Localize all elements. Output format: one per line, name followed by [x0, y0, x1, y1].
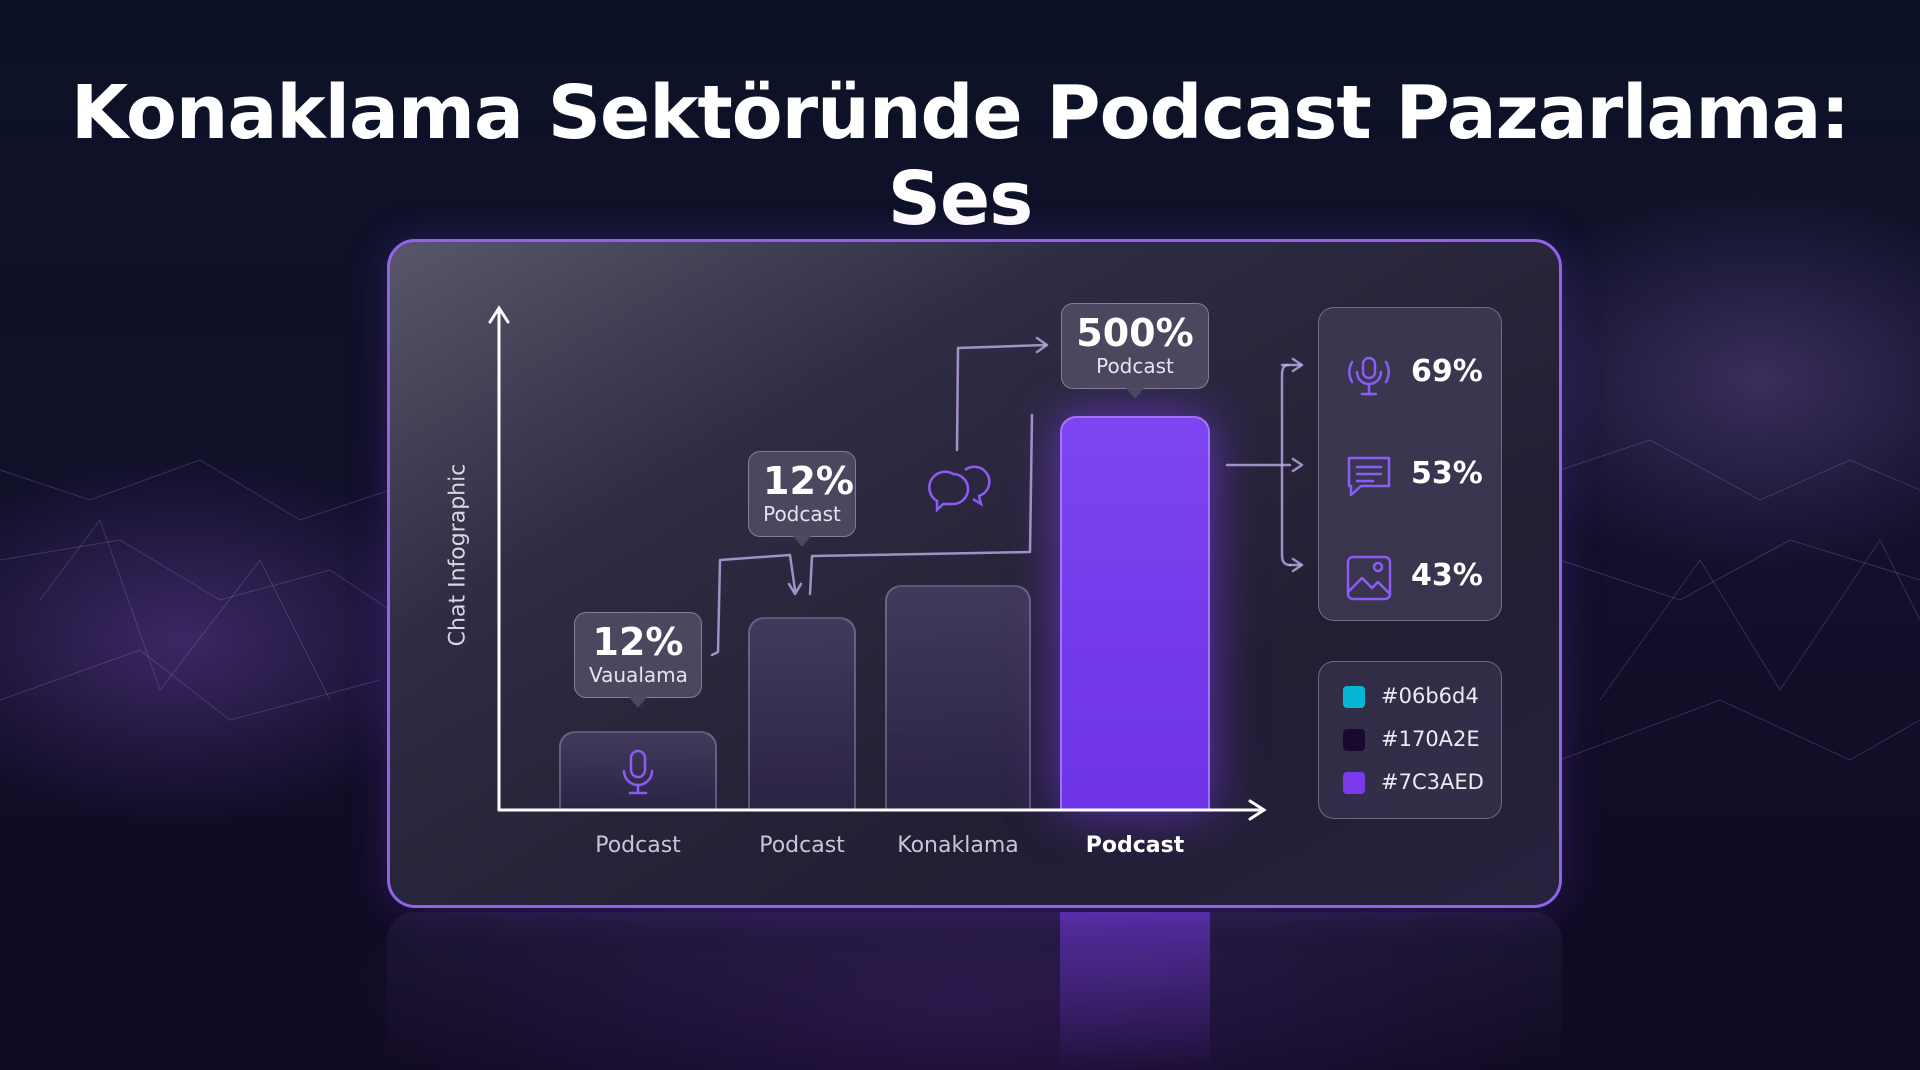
- stats-card: 69% 53% 43%: [1318, 307, 1502, 621]
- bar-2: [885, 585, 1031, 810]
- value-callout: 12% Vaualama: [574, 612, 702, 708]
- legend-label: #06b6d4: [1381, 684, 1479, 708]
- callout-label: Podcast: [763, 502, 841, 526]
- stat-row: 53%: [1319, 444, 1501, 504]
- connector-1: [710, 553, 797, 657]
- stat-row: 43%: [1319, 546, 1501, 606]
- x-axis-arrow: [1248, 799, 1267, 821]
- image-icon: [1346, 555, 1392, 601]
- y-axis-arrow: [488, 305, 510, 324]
- callout-value: 12%: [763, 459, 854, 503]
- legend-swatch: [1343, 686, 1365, 708]
- connector-3: [955, 343, 1047, 452]
- stat-value: 53%: [1411, 456, 1483, 491]
- stat-value: 69%: [1411, 354, 1483, 389]
- bar-3: [1060, 416, 1210, 810]
- x-tick-label: Podcast: [1085, 833, 1185, 858]
- microphone-icon: [622, 749, 654, 795]
- value-callout: 12% Podcast: [748, 451, 856, 547]
- x-tick-label: Podcast: [595, 833, 681, 858]
- legend-label: #7C3AED: [1381, 770, 1484, 794]
- x-tick-label: Konaklama: [897, 833, 1019, 858]
- callout-value: 500%: [1076, 311, 1194, 355]
- x-tick-label: Podcast: [759, 833, 845, 858]
- bar-reflection: [1060, 912, 1210, 1070]
- callout-value: 12%: [592, 620, 684, 664]
- legend: #06b6d4 #170A2E #7C3AED: [1318, 661, 1502, 819]
- value-callout: 500% Podcast: [1061, 303, 1209, 399]
- panel-reflection: [387, 912, 1562, 1070]
- stat-row: 69%: [1319, 342, 1501, 402]
- stat-value: 43%: [1411, 558, 1483, 593]
- callout-label: Podcast: [1096, 354, 1174, 378]
- page-title: Konaklama Sektöründe Podcast Pazarlama: …: [70, 70, 1850, 242]
- legend-swatch: [1343, 772, 1365, 794]
- callout-label: Vaualama: [589, 663, 688, 687]
- legend-swatch: [1343, 729, 1365, 751]
- chat-bubbles-icon: [928, 465, 991, 514]
- chat-message-icon: [1347, 456, 1391, 497]
- bar-0: [559, 731, 717, 810]
- connector-2: [808, 413, 1034, 596]
- podcast-mic-icon: [1348, 356, 1390, 396]
- bar-1: [748, 617, 856, 810]
- legend-label: #170A2E: [1381, 727, 1480, 751]
